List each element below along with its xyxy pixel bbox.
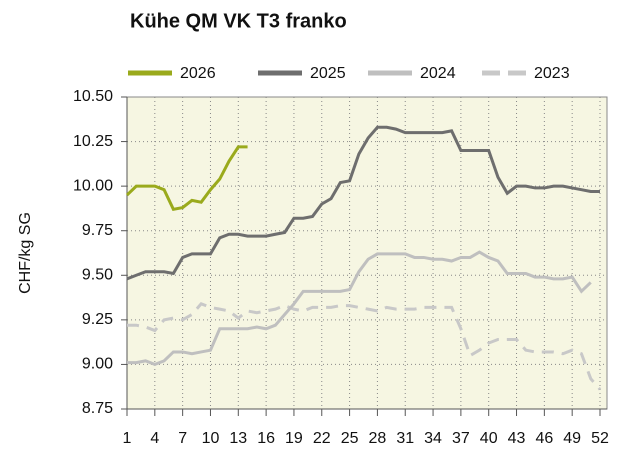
chart-title: Kühe QM VK T3 franko [130, 10, 347, 32]
x-tick-label: 13 [229, 430, 247, 447]
x-tick-label: 16 [257, 430, 275, 447]
series-line [125, 145, 248, 212]
x-tick-label: 40 [480, 430, 498, 447]
x-tick-label: 1 [123, 430, 132, 447]
legend-label: 2025 [310, 65, 346, 82]
x-tick-label: 25 [341, 430, 359, 447]
x-tick-label: 46 [535, 430, 553, 447]
y-tick-label: 9.25 [82, 311, 113, 328]
x-tick-label: 31 [396, 430, 414, 447]
x-tick-label: 7 [178, 430, 187, 447]
y-axis-label: CHF/kg SG [17, 212, 34, 294]
y-tick-label: 9.50 [82, 267, 113, 284]
y-tick-label: 10.25 [73, 133, 113, 150]
legend-label: 2023 [534, 65, 570, 82]
x-tick-label: 4 [150, 430, 159, 447]
x-tick-label: 22 [313, 430, 331, 447]
y-tick-label: 8.75 [82, 400, 113, 417]
y-tick-label: 9.75 [82, 222, 113, 239]
legend-label: 2024 [420, 65, 456, 82]
x-tick-label: 10 [202, 430, 220, 447]
series-line [126, 125, 600, 281]
series-line [127, 250, 592, 367]
x-tick-label: 28 [369, 430, 387, 447]
x-tick-label: 37 [452, 430, 470, 447]
series-line [127, 302, 602, 391]
x-tick-label: 52 [591, 430, 609, 447]
x-tick-label: 43 [508, 430, 526, 447]
y-tick-label: 10.00 [73, 177, 113, 194]
x-tick-label: 34 [424, 430, 442, 447]
y-tick-label: 9.00 [82, 356, 113, 373]
x-tick-label: 49 [563, 430, 581, 447]
x-tick-label: 19 [285, 430, 303, 447]
y-tick-label: 10.50 [73, 88, 113, 105]
legend-label: 2026 [180, 65, 216, 82]
